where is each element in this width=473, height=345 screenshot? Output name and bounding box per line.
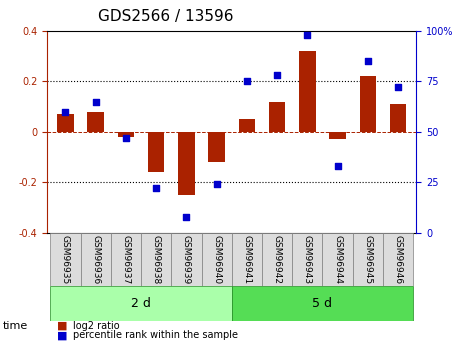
Point [243,79,251,84]
Text: log2 ratio: log2 ratio [73,321,120,331]
Text: GSM96940: GSM96940 [212,235,221,284]
FancyBboxPatch shape [383,233,413,286]
Point [304,32,311,38]
Text: time: time [2,321,27,331]
FancyBboxPatch shape [50,233,80,286]
FancyBboxPatch shape [262,233,292,286]
Text: GSM96944: GSM96944 [333,235,342,284]
Bar [329,132,346,139]
Bar [178,132,195,195]
FancyBboxPatch shape [292,233,323,286]
FancyBboxPatch shape [50,286,232,321]
Bar [57,114,74,132]
Point [122,135,130,141]
Point [213,181,220,187]
Text: GSM96943: GSM96943 [303,235,312,284]
Text: GSM96942: GSM96942 [272,235,281,284]
Text: 5 d: 5 d [313,297,333,310]
Point [394,85,402,90]
Text: GSM96938: GSM96938 [152,235,161,285]
Bar [269,102,285,132]
FancyBboxPatch shape [111,233,141,286]
Point [273,73,281,78]
FancyBboxPatch shape [232,233,262,286]
Text: percentile rank within the sample: percentile rank within the sample [73,331,238,340]
FancyBboxPatch shape [141,233,171,286]
Bar [208,132,225,162]
Text: ■: ■ [57,331,67,340]
Text: GSM96935: GSM96935 [61,235,70,285]
Text: 2 d: 2 d [131,297,151,310]
Bar [118,132,134,137]
Bar [88,112,104,132]
Point [61,109,69,115]
Bar [390,104,406,132]
Text: GSM96946: GSM96946 [394,235,403,284]
Text: GSM96941: GSM96941 [242,235,251,284]
FancyBboxPatch shape [323,233,353,286]
Text: GSM96939: GSM96939 [182,235,191,285]
Point [92,99,99,105]
Text: GSM96936: GSM96936 [91,235,100,285]
Bar [359,76,376,132]
Bar [148,132,165,172]
FancyBboxPatch shape [171,233,201,286]
Bar [238,119,255,132]
Point [152,186,160,191]
Text: GDS2566 / 13596: GDS2566 / 13596 [98,9,233,24]
FancyBboxPatch shape [201,233,232,286]
FancyBboxPatch shape [80,233,111,286]
Text: GSM96937: GSM96937 [122,235,131,285]
Point [334,164,342,169]
Bar [299,51,315,132]
Point [183,214,190,219]
FancyBboxPatch shape [353,233,383,286]
FancyBboxPatch shape [232,286,413,321]
Text: GSM96945: GSM96945 [363,235,372,284]
Text: ■: ■ [57,321,67,331]
Point [364,59,372,64]
